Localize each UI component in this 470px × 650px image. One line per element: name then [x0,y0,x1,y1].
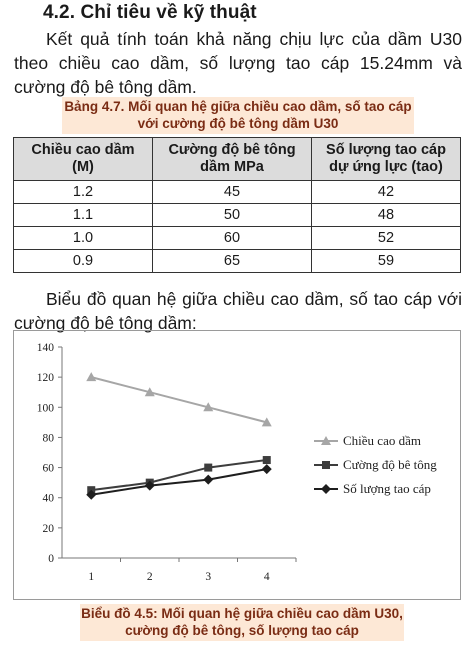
data-point [261,417,272,427]
table-cell: 1.1 [13,203,153,227]
legend-label: Số lượng tao cáp [343,481,431,496]
y-tick-label: 120 [37,372,55,384]
legend-marker [322,461,330,469]
y-tick-label: 100 [37,402,55,414]
data-point [261,464,272,475]
line-chart: 0 20 40 60 80 100 120 140 1 2 3 4 Chiều cao dầm Cường… [13,330,461,600]
chart-intro-paragraph: Biểu đồ quan hệ giữa chiều cao dầm, số t… [14,287,462,335]
chart-caption: Biểu đồ 4.5: Mối quan hệ giữa chiều cao … [80,604,404,641]
legend-marker [321,436,331,445]
table-cell: 50 [152,203,312,227]
x-tick-label: 1 [88,571,94,583]
table-cell: 1.2 [13,180,153,204]
data-table: Chiều cao dầm (M) Cường độ bê tông dầm M… [13,137,461,273]
table-caption-line2: với cường độ bê tông dầm U30 [137,116,339,131]
series-line [91,468,267,496]
y-tick-label: 80 [43,432,55,444]
x-tick-label: 2 [147,571,153,583]
x-tick-label: 4 [264,571,270,583]
data-point [86,372,97,382]
table-caption-line1: Bảng 4.7. Mối quan hệ giữa chiều cao dầm… [64,99,412,114]
data-point [203,402,214,412]
data-point [203,474,214,485]
header-concrete-strength: Cường độ bê tông dầm MPa [152,137,312,181]
data-point [144,480,155,491]
chart-canvas: 0 20 40 60 80 100 120 140 1 2 3 4 Chiều cao dầm Cường… [37,342,437,583]
table-row: 1.1 50 48 [13,203,461,227]
data-point [204,463,213,472]
series-line [91,459,267,492]
table-cell: 59 [311,249,461,273]
y-tick-label: 0 [48,553,54,565]
data-point [262,456,271,465]
series-line [91,376,267,424]
table-row: 1.0 60 52 [13,226,461,250]
table-header-row: Chiều cao dầm (M) Cường độ bê tông dầm M… [13,137,461,181]
table-cell: 1.0 [13,226,153,250]
table-cell: 48 [311,203,461,227]
header-beam-height: Chiều cao dầm (M) [13,137,153,181]
chart-caption-line2: cường độ bê tông, số lượng tao cáp [125,623,359,638]
table-cell: 42 [311,180,461,204]
table-cell: 45 [152,180,312,204]
data-point [86,489,97,500]
x-tick-label: 3 [205,571,211,583]
legend-label: Cường độ bê tông [343,457,437,472]
section-heading: 4.2. Chỉ tiêu về kỹ thuật [43,2,257,23]
table-caption: Bảng 4.7. Mối quan hệ giữa chiều cao dầm… [62,97,414,134]
intro-paragraph: Kết quả tính toán khả năng chịu lực của … [14,27,462,99]
table-cell: 52 [311,226,461,250]
table-row: 1.2 45 42 [13,180,461,204]
intro-text: Kết quả tính toán khả năng chịu lực của … [14,29,462,97]
y-tick-label: 140 [37,342,55,354]
y-tick-label: 60 [43,463,55,475]
table-cell: 65 [152,249,312,273]
y-tick-label: 40 [43,493,55,505]
table-cell: 0.9 [13,249,153,273]
chart-intro-text: Biểu đồ quan hệ giữa chiều cao dầm, số t… [14,289,462,333]
header-strand-count: Số lượng tao cáp dự ứng lực (tao) [311,137,461,181]
y-tick-label: 20 [43,523,55,535]
legend-label: Chiều cao dầm [343,433,421,448]
table-cell: 60 [152,226,312,250]
table-row: 0.9 65 59 [13,249,461,273]
data-point [144,387,155,397]
legend-marker [321,484,331,494]
chart-caption-line1: Biểu đồ 4.5: Mối quan hệ giữa chiều cao … [81,606,403,621]
